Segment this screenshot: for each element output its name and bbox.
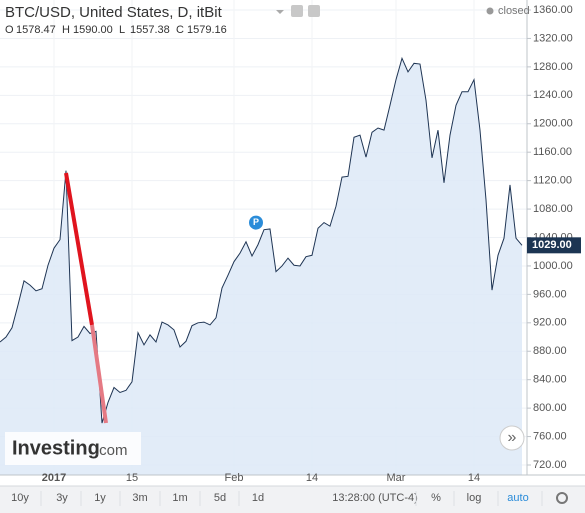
scroll-button-label[interactable]: » <box>508 429 517 446</box>
market-status: closed <box>498 5 530 17</box>
scroll-button[interactable] <box>499 425 525 451</box>
y-tick-label: 880.00 <box>533 345 567 357</box>
y-tick-label: 1000.00 <box>533 260 573 272</box>
y-tick-label: 1320.00 <box>533 32 573 44</box>
range-button[interactable]: 1y <box>94 492 106 504</box>
y-tick-label: 1080.00 <box>533 203 573 215</box>
ohlc: O 1578.47 H 1590.00 L 1557.38 C 1579.16 <box>5 24 227 36</box>
range-button[interactable]: 1m <box>172 492 187 504</box>
logo-domain: .com <box>95 442 128 459</box>
toolbar-items: 10y 3y 1y 3m 1m 5d 1d 13:28:00 (UTC-4)% log auto <box>11 491 543 506</box>
ohlc-value: 1590.00 <box>73 24 113 36</box>
toolbar-time: 13:28:00 (UTC-4) <box>332 492 418 504</box>
y-tick-label: 1160.00 <box>533 146 572 158</box>
ohlc-key: L <box>119 24 125 36</box>
x-tick-label: 2017 <box>42 472 66 484</box>
y-tick-label: 1120.00 <box>533 175 572 187</box>
range-button[interactable]: 1d <box>252 492 264 504</box>
event-marker[interactable] <box>249 215 263 230</box>
toolbar <box>0 486 585 513</box>
ohlc-value: 1557.38 <box>130 24 170 36</box>
y-tick-label: 760.00 <box>533 430 567 442</box>
range-button[interactable]: 3y <box>56 492 68 504</box>
trend-line-extension <box>90 324 108 424</box>
y-tick-label: 1280.00 <box>533 61 573 73</box>
logo-background <box>5 432 141 465</box>
x-tick-label: Feb <box>225 472 244 484</box>
logo-brand: Investing <box>12 437 100 459</box>
ohlc-value: 1579.16 <box>187 24 227 36</box>
settings-icon[interactable] <box>291 5 303 17</box>
ohlc-key: O <box>5 24 14 36</box>
plot: P <box>0 56 523 475</box>
current-price-label: 1029.00 <box>532 239 572 251</box>
toolbar-settings[interactable] <box>556 492 568 504</box>
y-tick-label: 840.00 <box>533 374 567 386</box>
y-tick-label: 1360.00 <box>533 4 573 16</box>
ohlc-key: H <box>62 24 70 36</box>
y-tick-label: 720.00 <box>533 459 567 471</box>
y-tick-label: 1200.00 <box>533 118 573 130</box>
y-tick-label: 920.00 <box>533 317 567 329</box>
y-tick-label: 1240.00 <box>533 89 573 101</box>
axis: 720.00 760.00 800.00 840.00 880.00 920.00 960.… <box>42 4 581 484</box>
range-button[interactable]: 5d <box>214 492 226 504</box>
gear-icon[interactable] <box>308 5 320 17</box>
x-tick-label: 14 <box>468 472 480 484</box>
chart-title: BTC/USD, United States, D, itBit <box>5 4 223 21</box>
ohlc-value: 1578.47 <box>16 24 56 36</box>
toolbar-option[interactable]: % <box>431 492 441 504</box>
current-price-tag <box>527 237 581 254</box>
range-button[interactable]: 10y <box>11 492 29 504</box>
toolbar-option[interactable]: log <box>467 492 482 504</box>
dropdown-icon[interactable] <box>276 10 284 14</box>
trend-line <box>64 172 94 326</box>
price-line <box>0 56 523 424</box>
y-tick-label: 960.00 <box>533 288 567 300</box>
x-tick-label: 14 <box>306 472 318 484</box>
y-tick-label: 800.00 <box>533 402 567 414</box>
range-button[interactable]: 3m <box>132 492 147 504</box>
area-fill <box>0 58 522 475</box>
ohlc-key: C <box>176 24 184 36</box>
toolbar-option[interactable]: auto <box>507 492 528 504</box>
x-tick-label: 15 <box>126 472 138 484</box>
x-tick-label: Mar <box>387 472 406 484</box>
status-dot <box>486 7 494 15</box>
event-marker-label[interactable]: P <box>253 217 259 227</box>
